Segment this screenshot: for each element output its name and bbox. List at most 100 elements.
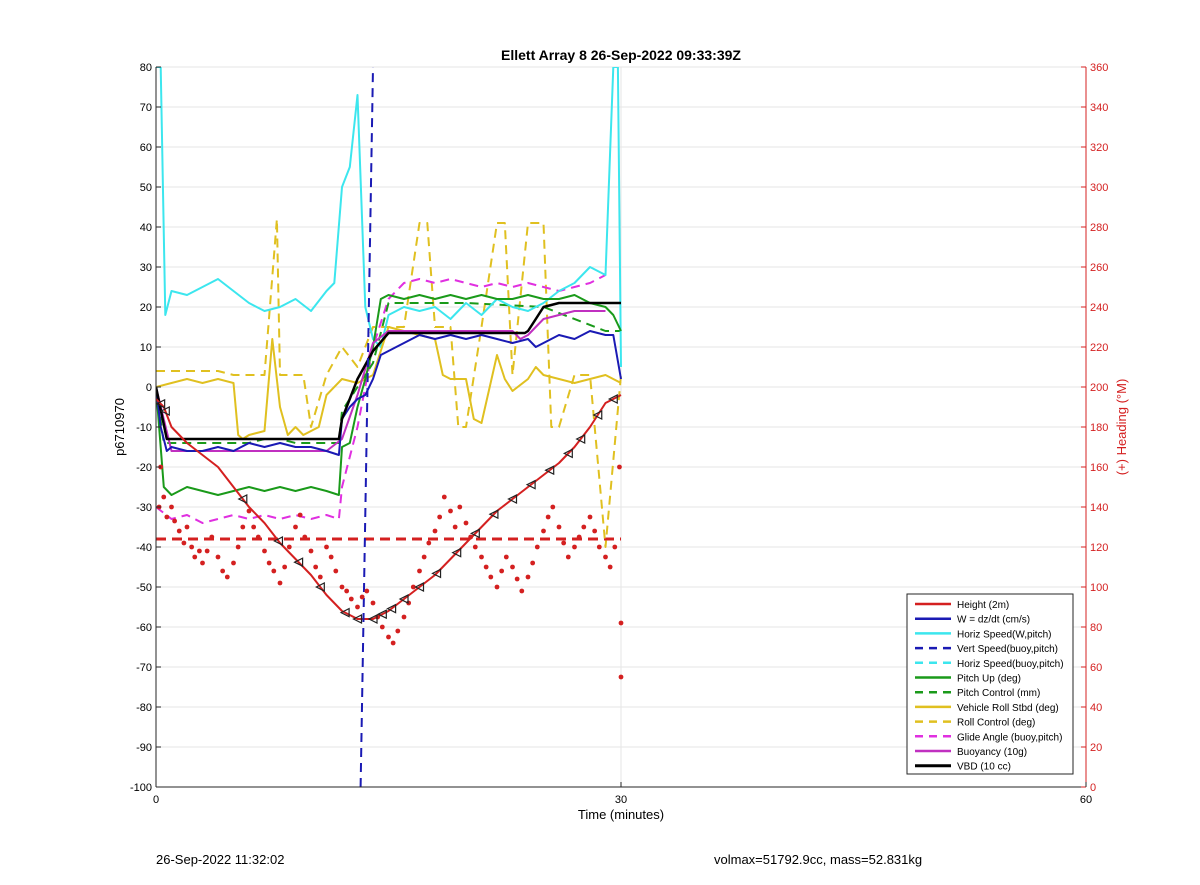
heading-point [519, 588, 525, 594]
height-marker [431, 568, 442, 579]
heading-point [359, 594, 365, 600]
heading-point [246, 508, 252, 514]
series-roll [156, 326, 622, 440]
legend-label-pitch-control: Pitch Control (mm) [957, 688, 1040, 699]
heading-point [514, 576, 520, 582]
heading-point [561, 540, 567, 546]
height-marker [156, 398, 166, 409]
heading-point [463, 520, 469, 526]
legend: Height (2m) W = dz/dt (cm/s) Horiz Speed(W… [906, 593, 1074, 775]
series-vert-speed [359, 67, 374, 787]
heading-point [592, 528, 598, 534]
y-tick-label-right: 220 [1090, 342, 1108, 354]
y-tick-label-right: 160 [1090, 462, 1108, 474]
heading-point [483, 564, 489, 570]
heading-point [510, 564, 515, 570]
height-marker [525, 479, 536, 490]
heading-point [541, 528, 546, 534]
height-marker [339, 607, 350, 618]
heading-point [240, 524, 246, 530]
heading-point [313, 564, 319, 570]
height-marker [293, 557, 304, 568]
height-marker [376, 609, 387, 620]
heading-point [231, 560, 236, 566]
heading-point [499, 568, 505, 574]
heading-point [169, 504, 174, 510]
y-tick-label-left: 40 [140, 222, 152, 234]
heading-point [286, 544, 292, 550]
height-marker [469, 528, 480, 539]
heading-point [576, 534, 582, 540]
heading-point [421, 554, 427, 560]
legend-label-vbd: VBD (10 cc) [957, 762, 1011, 773]
y-tick-label-left: -10 [136, 422, 152, 434]
heading-point [468, 534, 474, 540]
series-roll-control [156, 218, 622, 548]
y-tick-label-left: 20 [140, 302, 152, 314]
heading-point [172, 518, 178, 524]
heading-point [317, 574, 323, 580]
legend-label-roll: Vehicle Roll Stbd (deg) [957, 703, 1059, 714]
heading-point [215, 554, 221, 560]
heading-point [550, 504, 556, 510]
legend-box [906, 593, 1074, 775]
series-glide [156, 274, 606, 524]
legend-label-glide: Glide Angle (buoy,pitch) [957, 732, 1062, 743]
heading-point [572, 544, 577, 550]
height-marker [592, 410, 603, 420]
y-tick-label-right: 300 [1090, 182, 1108, 194]
heading-point [197, 548, 202, 554]
heading-point [488, 574, 494, 580]
heading-point [503, 554, 509, 560]
y-tick-label-left: 0 [146, 382, 152, 394]
y-tick-label-right: 280 [1090, 222, 1108, 234]
height-marker [367, 614, 378, 624]
series-horiz-speed [156, 67, 622, 368]
legend-label-roll-control: Roll Control (deg) [957, 718, 1035, 729]
y-tick-label-right: 0 [1090, 782, 1096, 794]
heading-point [348, 596, 354, 602]
heading-point [441, 494, 447, 500]
chart-title: Ellett Array 8 26-Sep-2022 09:33:39Z [501, 47, 741, 63]
y-tick-label-left: -20 [136, 462, 152, 474]
y-tick-label-left: -100 [130, 782, 152, 794]
y-tick-label-right: 360 [1090, 62, 1108, 74]
heading-point [556, 524, 562, 530]
legend-label-height: Height (2m) [957, 600, 1009, 611]
footer-volmax-mass: volmax=51792.9cc, mass=52.831kg [714, 852, 923, 867]
heading-point [181, 540, 187, 546]
series-vbd [156, 301, 621, 441]
legend-label-horiz-speed-buoy: Horiz Speed(buoy,pitch) [957, 659, 1064, 670]
height-marker [352, 614, 363, 624]
series-w [156, 330, 622, 456]
heading-point [189, 544, 195, 550]
heading-point [161, 494, 167, 500]
heading-point [457, 504, 463, 510]
heading-point [209, 534, 215, 540]
heading-point [437, 514, 443, 520]
height-marker [575, 434, 586, 444]
heading-point [448, 508, 453, 514]
heading-point [333, 568, 339, 574]
heading-point [386, 634, 391, 640]
heading-point [494, 584, 500, 590]
y-tick-label-right: 120 [1090, 542, 1108, 554]
y-tick-label-left: -80 [136, 702, 152, 714]
series-buoyancy [156, 310, 606, 452]
height-marker [451, 547, 462, 558]
heading-point [266, 560, 272, 566]
heading-point [176, 528, 182, 534]
heading-point [426, 540, 432, 546]
y-tick-label-right: 260 [1090, 262, 1108, 274]
x-axis-label: Time (minutes) [578, 807, 664, 822]
heading-point [607, 564, 613, 570]
heading-point [282, 564, 288, 570]
y-axis-label-right: (+) Heading (°M) [1114, 379, 1129, 476]
heading-point [530, 560, 536, 566]
series-layer [156, 67, 624, 787]
height-marker [414, 582, 425, 592]
height-marker [398, 594, 409, 604]
y-tick-label-left: 50 [140, 182, 152, 194]
y-tick-label-right: 140 [1090, 502, 1108, 514]
